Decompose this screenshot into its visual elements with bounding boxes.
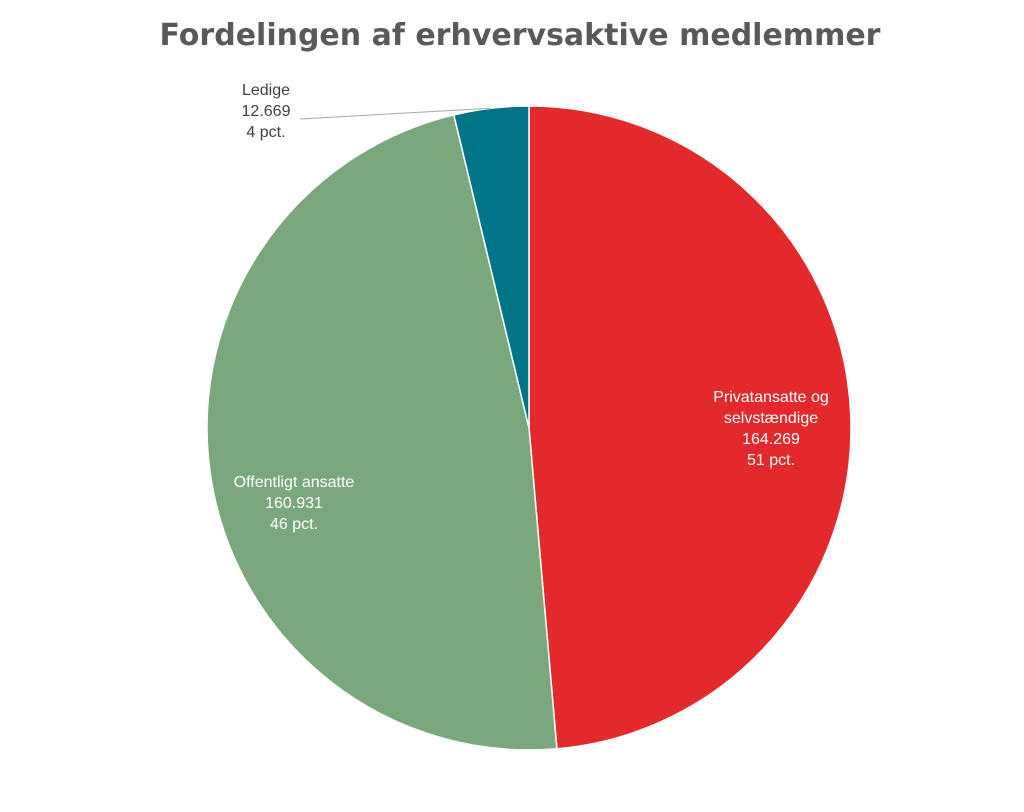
slice-privatansatte — [528, 105, 852, 750]
slice-offentligt-ansatte — [206, 113, 558, 751]
pie-labels: Privatansatte og selvstændige 164.269 51 pc… — [234, 82, 829, 533]
chart-title: Fordelingen af erhvervsaktive medlemmer — [159, 18, 881, 53]
pie-slices — [206, 105, 852, 751]
label-offentligt-ansatte: Offentligt ansatte 160.931 46 pct. — [234, 474, 355, 533]
leader-line-ledige — [299, 107, 492, 120]
label-privatansatte: Privatansatte og selvstændige 164.269 51 pc… — [713, 389, 829, 469]
label-ledige: Ledige 12.669 4 pct. — [242, 82, 291, 141]
